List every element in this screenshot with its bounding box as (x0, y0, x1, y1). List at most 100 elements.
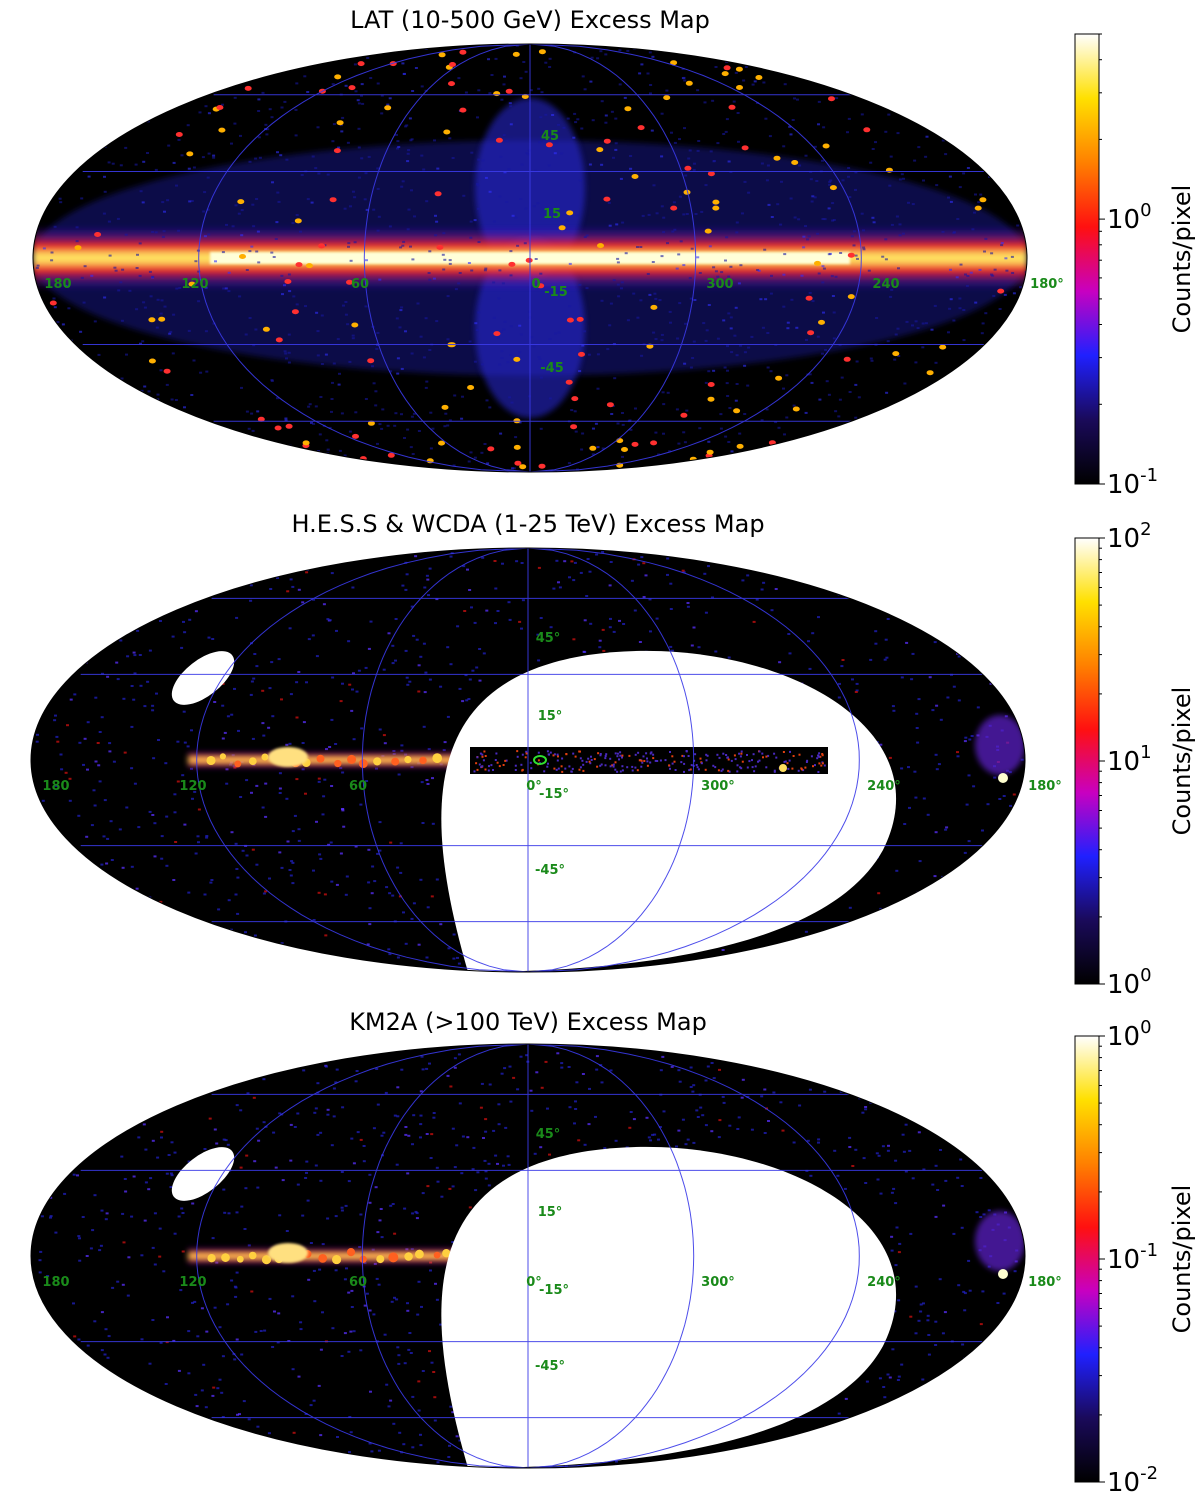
noise-pixel (774, 1050, 778, 1053)
noise-pixel (677, 253, 681, 256)
noise-pixel (233, 122, 237, 125)
noise-pixel (893, 450, 897, 453)
noise-pixel (534, 258, 538, 260)
noise-pixel (735, 354, 739, 357)
noise-pixel (1005, 1128, 1009, 1131)
noise-pixel (1014, 606, 1018, 609)
noise-pixel (424, 317, 428, 320)
noise-pixel (870, 1415, 874, 1418)
noise-pixel (211, 568, 215, 571)
hess-pixel (609, 757, 612, 760)
noise-pixel (271, 181, 274, 184)
noise-pixel (669, 321, 672, 324)
noise-pixel (121, 268, 125, 271)
noise-pixel (769, 370, 773, 373)
noise-pixel (1022, 313, 1026, 316)
noise-pixel (1023, 872, 1025, 874)
noise-pixel (342, 825, 346, 828)
noise-pixel (952, 1232, 956, 1235)
noise-pixel (250, 1290, 254, 1293)
noise-pixel (103, 190, 107, 193)
noise-pixel (234, 1286, 238, 1289)
noise-pixel (927, 1334, 931, 1336)
noise-pixel (893, 1452, 896, 1455)
point-source (775, 375, 783, 381)
noise-pixel (409, 139, 413, 142)
noise-pixel (155, 326, 159, 329)
noise-pixel (316, 330, 320, 333)
noise-pixel (195, 1405, 199, 1408)
hess-pixel (495, 752, 498, 755)
noise-pixel (902, 177, 905, 180)
noise-pixel (222, 1188, 226, 1191)
noise-pixel (941, 404, 944, 407)
noise-pixel (760, 419, 764, 422)
noise-pixel (682, 571, 686, 574)
noise-pixel (391, 894, 395, 897)
noise-pixel (931, 709, 935, 712)
hess-pixel (619, 754, 622, 757)
noise-pixel (85, 835, 89, 838)
noise-pixel (446, 295, 450, 298)
noise-pixel (789, 133, 793, 136)
point-source (347, 754, 357, 764)
noise-pixel (58, 181, 62, 183)
noise-pixel (419, 335, 423, 338)
hess-pixel (578, 750, 581, 753)
noise-pixel (157, 739, 160, 741)
noise-pixel (952, 67, 956, 70)
noise-pixel (685, 409, 689, 412)
latitude-label: 15° (538, 709, 563, 724)
point-source (284, 279, 292, 284)
noise-pixel (272, 59, 276, 62)
noise-pixel (884, 54, 888, 57)
noise-pixel (196, 427, 199, 430)
noise-pixel (654, 431, 658, 434)
hess-pixel (611, 764, 614, 767)
noise-pixel (100, 1209, 104, 1212)
hess-pixel (791, 767, 794, 770)
hess-pixel (525, 750, 528, 753)
noise-pixel (918, 860, 922, 863)
noise-pixel (197, 270, 201, 273)
map-outline (32, 43, 1028, 473)
noise-pixel (909, 1232, 913, 1235)
noise-pixel (905, 1455, 909, 1458)
noise-pixel (476, 1171, 480, 1174)
noise-pixel (521, 599, 525, 602)
noise-pixel (692, 340, 696, 343)
noise-pixel (261, 722, 265, 725)
noise-pixel (442, 268, 446, 271)
hess-pixel (767, 754, 770, 757)
noise-pixel (276, 577, 279, 579)
noise-pixel (618, 619, 621, 622)
noise-pixel (111, 629, 115, 632)
noise-pixel (80, 197, 84, 200)
noise-pixel (839, 445, 843, 448)
noise-pixel (668, 310, 672, 313)
noise-pixel (222, 448, 226, 451)
noise-pixel (600, 1081, 604, 1084)
noise-pixel (905, 320, 909, 323)
hess-pixel (782, 751, 785, 753)
noise-pixel (725, 118, 729, 121)
noise-pixel (900, 1363, 904, 1366)
point-source (188, 281, 196, 287)
noise-pixel (941, 617, 945, 619)
noise-pixel (910, 96, 914, 99)
noise-pixel (977, 363, 981, 366)
noise-pixel (883, 946, 887, 949)
noise-pixel (162, 230, 166, 233)
noise-pixel (285, 797, 289, 800)
noise-pixel (75, 651, 79, 653)
noise-pixel (101, 900, 105, 902)
noise-pixel (473, 621, 477, 624)
noise-pixel (662, 1110, 666, 1113)
noise-pixel (960, 1408, 964, 1411)
noise-pixel (533, 1152, 537, 1155)
noise-pixel (151, 1319, 155, 1321)
hess-pixel (642, 755, 645, 758)
noise-pixel (55, 735, 59, 738)
noise-pixel (1023, 129, 1027, 132)
